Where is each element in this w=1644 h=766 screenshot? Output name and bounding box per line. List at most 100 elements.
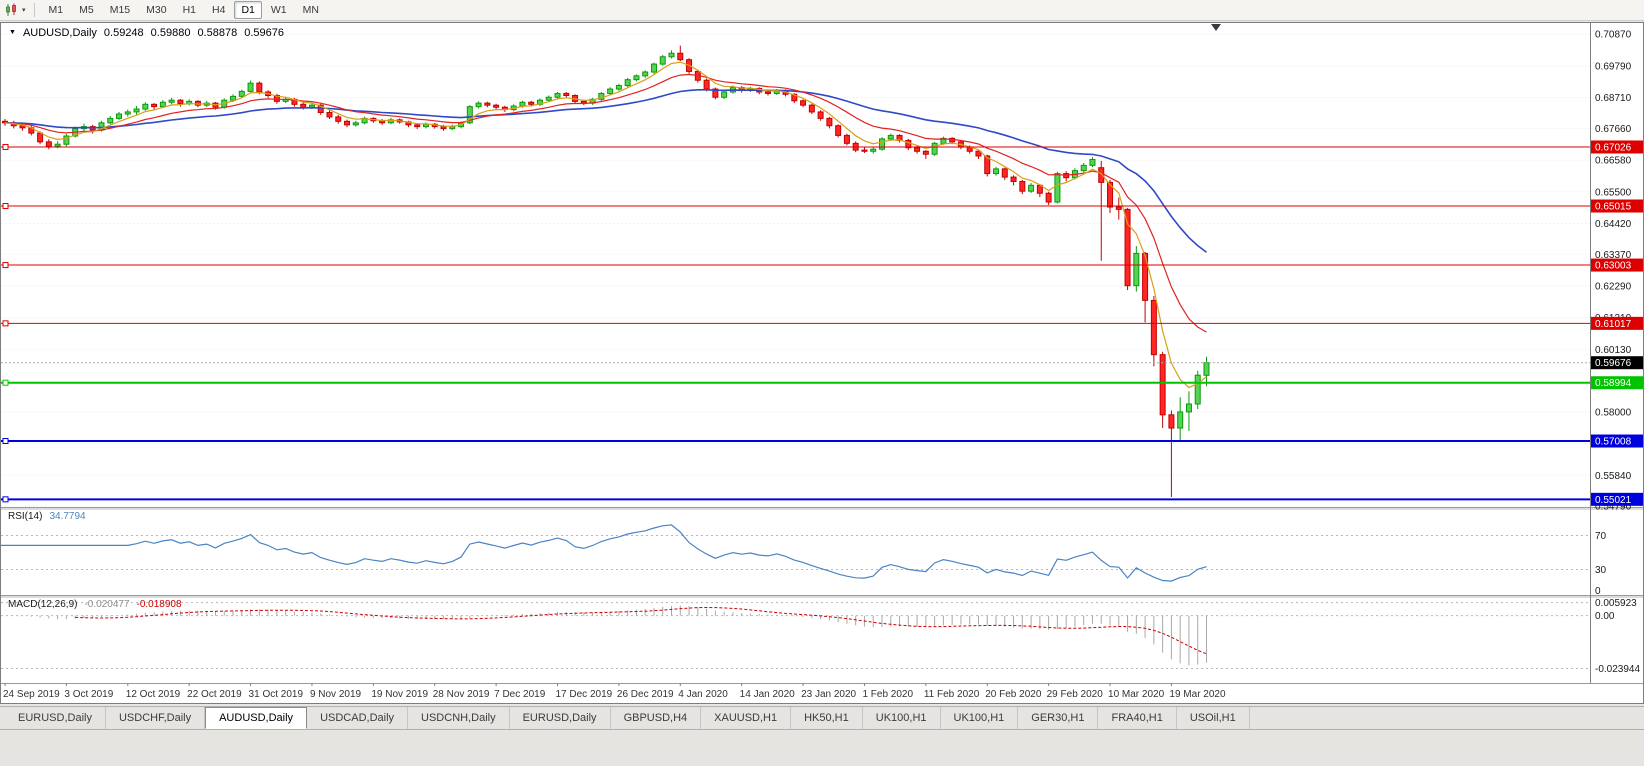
macd-signal-line <box>75 606 1207 655</box>
line-anchor-handle[interactable] <box>2 438 9 445</box>
time-axis-label: 9 Nov 2019 <box>310 689 362 700</box>
chart-tab-audusd-daily-2[interactable]: AUDUSD,Daily <box>205 707 308 729</box>
time-axis-label: 29 Feb 2020 <box>1047 689 1104 700</box>
chart-tab-eurusd-daily-0[interactable]: EURUSD,Daily <box>5 707 106 729</box>
time-axis-label: 7 Dec 2019 <box>494 689 546 700</box>
chart-tab-ger30-h1-11[interactable]: GER30,H1 <box>1018 707 1099 729</box>
chart-symbol: AUDUSD,Daily <box>22 27 97 39</box>
rsi-axis-label: 30 <box>1595 565 1607 576</box>
price-tag <box>1591 140 1643 154</box>
time-axis-label: 12 Oct 2019 <box>126 689 181 700</box>
price-tag <box>1591 492 1643 506</box>
chart-tab-fra40-h1-12[interactable]: FRA40,H1 <box>1098 707 1177 729</box>
triangle-down-icon: ▼ <box>9 28 16 36</box>
timeframe-button-m1[interactable]: M1 <box>48 4 64 16</box>
line-anchor-handle[interactable] <box>2 320 9 327</box>
price-axis-label: 0.55840 <box>1595 471 1632 482</box>
timeframe-button-w1[interactable]: W1 <box>270 4 287 16</box>
chart-title: ▼ AUDUSD,Daily 0.59248 0.59880 0.58878 0… <box>9 27 284 39</box>
time-axis-label: 17 Dec 2019 <box>556 689 613 700</box>
timeframe-button-h1[interactable]: H1 <box>182 4 197 16</box>
price-axis-label: 0.65500 <box>1595 187 1632 198</box>
toolbar-separator <box>33 3 35 17</box>
chart-tab-usdchf-daily-1[interactable]: USDCHF,Daily <box>106 707 206 729</box>
chart-tab-uk100-h1-9[interactable]: UK100,H1 <box>863 707 941 729</box>
macd-label: MACD(12,26,9) -0.020477 -0.018908 <box>8 599 182 610</box>
time-axis-label: 24 Sep 2019 <box>3 689 60 700</box>
rsi-axis-label: 0 <box>1595 586 1601 597</box>
price-tag-label: 0.67026 <box>1595 142 1632 153</box>
ma-ema5-line <box>4 61 1207 389</box>
price-axis[interactable]: 0.70870 0.69790 0.68710 0.67660 0.66580 0.655… <box>1590 23 1641 683</box>
ohlc-high: 0.59880 <box>150 27 191 39</box>
time-axis-label: 11 Feb 2020 <box>924 689 980 700</box>
time-axis-label: 26 Dec 2019 <box>617 689 674 700</box>
macd-axis-label: 0.00 <box>1595 611 1615 622</box>
chart-tab-xauusd-h1-7[interactable]: XAUUSD,H1 <box>701 707 792 729</box>
pane-splitter-rsi[interactable] <box>1 507 1643 511</box>
chart-tab-uk100-h1-10[interactable]: UK100,H1 <box>941 707 1019 729</box>
line-anchor-handle[interactable] <box>2 143 9 150</box>
macd-axis-label: -0.023944 <box>1595 664 1640 675</box>
timeframe-button-mn[interactable]: MN <box>302 4 319 16</box>
ohlc-close: 0.59676 <box>244 27 284 39</box>
price-tag <box>1591 258 1643 272</box>
chart-tab-usdcnh-daily-4[interactable]: USDCNH,Daily <box>408 707 510 729</box>
price-axis-label: 0.67660 <box>1595 124 1632 135</box>
line-anchor-handle[interactable] <box>2 379 9 386</box>
pane-splitter-macd[interactable] <box>1 595 1643 599</box>
chart-tab-hk50-h1-8[interactable]: HK50,H1 <box>791 707 863 729</box>
rsi-axis-label: 70 <box>1595 531 1607 542</box>
time-axis-label: 19 Nov 2019 <box>371 689 428 700</box>
chart-shift-marker-icon[interactable] <box>1211 24 1221 31</box>
price-tag-label: 0.55021 <box>1595 495 1632 506</box>
price-axis-label: 0.60130 <box>1595 345 1632 356</box>
chart-canvas[interactable]: 0.70870 0.69790 0.68710 0.67660 0.66580 0.655… <box>1 23 1643 703</box>
time-axis-label: 1 Feb 2020 <box>862 689 913 700</box>
timeframe-buttons: M1 M5 M15 M30 H1 H4 D1 W1 MN <box>41 1 327 19</box>
chart-type-button[interactable]: ▾ <box>5 3 26 17</box>
price-axis-label: 0.68710 <box>1595 93 1632 104</box>
rsi-grid <box>1 535 1590 570</box>
status-bar <box>0 731 1644 766</box>
timeframe-button-d1[interactable]: D1 <box>234 1 262 19</box>
ma-ema34-line <box>4 89 1207 253</box>
macd-axis-label: 0.005923 <box>1595 598 1637 609</box>
time-axis[interactable]: 24 Sep 2019 3 Oct 2019 12 Oct 2019 22 Oct 2… <box>3 683 1226 700</box>
price-tag <box>1591 376 1643 390</box>
price-axis-label: 0.66580 <box>1595 156 1632 167</box>
price-tags: 0.67026 0.65015 0.63003 0.61017 0.58994 0.570… <box>1591 140 1643 506</box>
toolbar: ▾ M1 M5 M15 M30 H1 H4 D1 W1 MN <box>0 0 1644 21</box>
line-anchor-handle[interactable] <box>2 496 9 503</box>
price-axis-label: 0.63370 <box>1595 250 1632 261</box>
candlesticks <box>2 45 1210 498</box>
price-tag-label: 0.61017 <box>1595 319 1632 330</box>
macd-signal-value: -0.018908 <box>136 599 182 610</box>
time-axis-label: 22 Oct 2019 <box>187 689 242 700</box>
chart-tab-gbpusd-h4-6[interactable]: GBPUSD,H4 <box>611 707 702 729</box>
chart-tab-usdcad-daily-3[interactable]: USDCAD,Daily <box>307 707 409 729</box>
price-tag-label: 0.63003 <box>1595 261 1632 272</box>
chart-tab-eurusd-daily-5[interactable]: EURUSD,Daily <box>510 707 611 729</box>
time-axis-label: 4 Jan 2020 <box>678 689 728 700</box>
line-anchor-handle[interactable] <box>2 203 9 210</box>
price-axis-label: 0.69790 <box>1595 61 1632 72</box>
rsi-name: RSI(14) <box>8 511 43 522</box>
time-axis-label: 19 Mar 2020 <box>1169 689 1226 700</box>
line-anchor-handle[interactable] <box>2 262 9 269</box>
chevron-down-icon: ▾ <box>22 6 26 14</box>
timeframe-button-m5[interactable]: M5 <box>79 4 94 16</box>
price-tag-label: 0.65015 <box>1595 202 1632 213</box>
timeframe-button-m30[interactable]: M30 <box>146 4 167 16</box>
timeframe-button-h4[interactable]: H4 <box>212 4 226 16</box>
price-tag-label: 0.58994 <box>1595 378 1632 389</box>
time-axis-label: 3 Oct 2019 <box>64 689 113 700</box>
rsi-label: RSI(14) 34.7794 <box>8 511 86 522</box>
main-grid <box>1 33 1590 507</box>
price-tag <box>1591 316 1643 330</box>
rsi-value: 34.7794 <box>49 511 86 522</box>
rsi-line <box>1 524 1207 582</box>
chart-tab-usoil-h1-13[interactable]: USOil,H1 <box>1177 707 1250 729</box>
timeframe-button-m15[interactable]: M15 <box>109 4 131 16</box>
